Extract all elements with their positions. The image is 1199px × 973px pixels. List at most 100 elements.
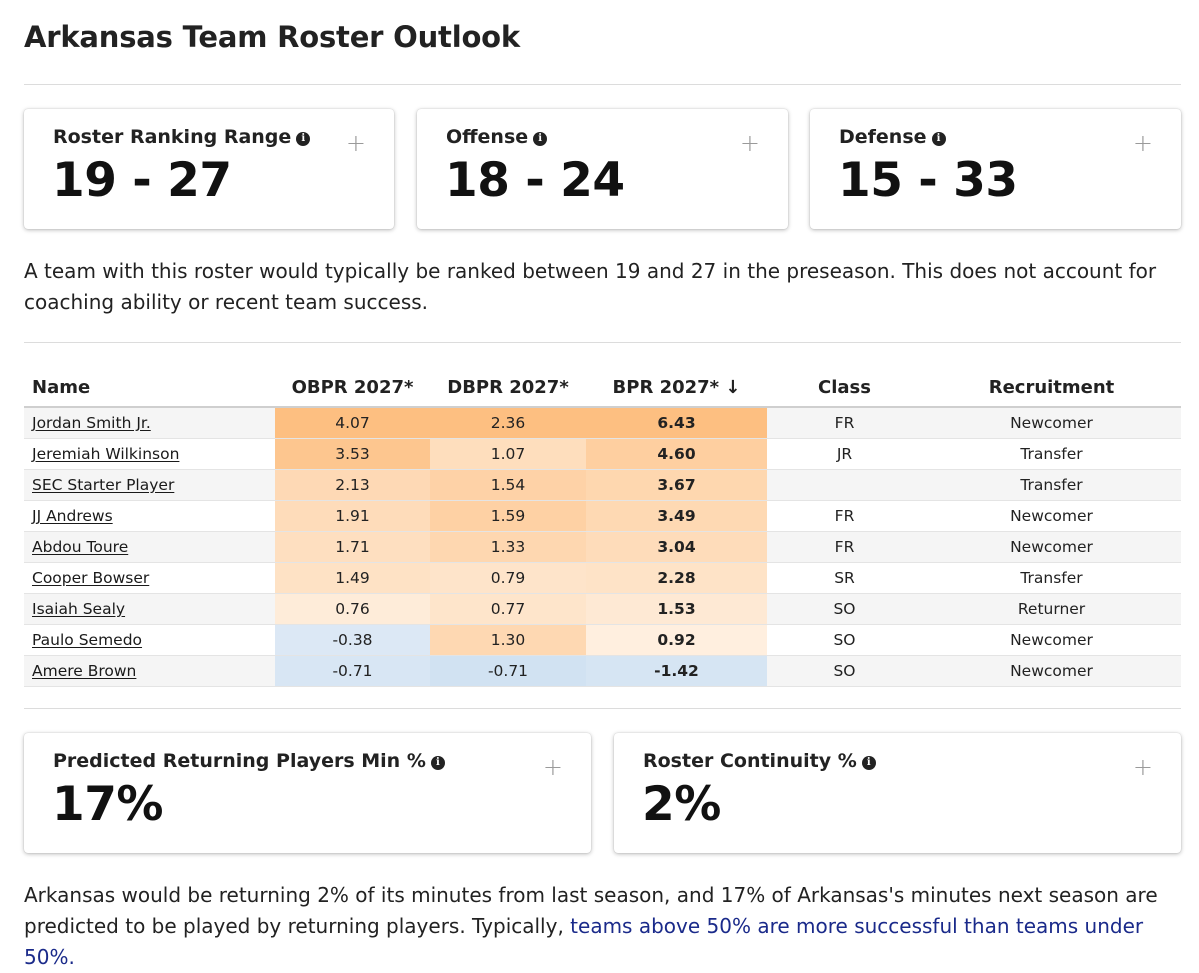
player-name-link[interactable]: Cooper Bowser: [32, 569, 150, 587]
table-row: Paulo Semedo -0.38 1.30 0.92 SO Newcomer: [24, 624, 1181, 656]
info-icon[interactable]: i: [861, 756, 876, 770]
recruitment-cell: Returner: [922, 593, 1181, 625]
returning-minutes-title: Predicted Returning Players Min % i: [53, 750, 445, 772]
class-cell: [767, 469, 922, 501]
obpr-cell: 4.07: [275, 407, 430, 439]
obpr-cell: 1.49: [275, 562, 430, 594]
dbpr-cell: 1.07: [430, 438, 586, 470]
player-name-cell: Paulo Semedo: [24, 624, 275, 656]
recruitment-cell: Transfer: [922, 469, 1181, 501]
offense-title: Offense i: [446, 126, 548, 148]
offense-value: 18 - 24: [445, 153, 625, 208]
player-name-link[interactable]: Jordan Smith Jr.: [32, 414, 151, 432]
table-row: Amere Brown -0.71 -0.71 -1.42 SO Newcomer: [24, 655, 1181, 687]
plus-icon[interactable]: +: [739, 129, 760, 157]
dbpr-cell: 1.59: [430, 500, 586, 532]
class-cell: SR: [767, 562, 922, 594]
table-row: Isaiah Sealy 0.76 0.77 1.53 SO Returner: [24, 593, 1181, 625]
obpr-cell: 2.13: [275, 469, 430, 501]
roster-table: Name OBPR 2027* DBPR 2027* BPR 2027* ↓ C…: [24, 368, 1181, 687]
recruitment-cell: Transfer: [922, 438, 1181, 470]
table-row: Abdou Toure 1.71 1.33 3.04 FR Newcomer: [24, 531, 1181, 563]
column-header-bpr[interactable]: BPR 2027* ↓: [586, 368, 767, 408]
class-cell: JR: [767, 438, 922, 470]
class-cell: SO: [767, 593, 922, 625]
divider: [24, 708, 1181, 709]
bpr-cell: 4.60: [586, 438, 767, 470]
bpr-cell: 3.04: [586, 531, 767, 563]
divider: [24, 342, 1181, 343]
column-header-class[interactable]: Class: [767, 368, 922, 408]
roster-ranking-card: Roster Ranking Range i 19 - 27 +: [24, 109, 394, 229]
obpr-cell: -0.38: [275, 624, 430, 656]
column-header-name[interactable]: Name: [24, 368, 275, 408]
column-header-obpr[interactable]: OBPR 2027*: [275, 368, 430, 408]
roster-ranking-value: 19 - 27: [52, 153, 232, 208]
player-name-link[interactable]: JJ Andrews: [32, 507, 113, 525]
table-row: SEC Starter Player 2.13 1.54 3.67 Transfer: [24, 469, 1181, 501]
defense-card: Defense i 15 - 33 +: [810, 109, 1181, 229]
dbpr-cell: 2.36: [430, 407, 586, 439]
bpr-cell: 3.67: [586, 469, 767, 501]
recruitment-cell: Newcomer: [922, 655, 1181, 687]
dbpr-cell: 0.79: [430, 562, 586, 594]
player-name-link[interactable]: Amere Brown: [32, 662, 137, 680]
dbpr-cell: 1.54: [430, 469, 586, 501]
roster-continuity-card: Roster Continuity % i 2% +: [614, 733, 1181, 853]
divider: [24, 84, 1181, 85]
dbpr-cell: 0.77: [430, 593, 586, 625]
info-icon[interactable]: i: [931, 132, 946, 146]
player-name-cell: JJ Andrews: [24, 500, 275, 532]
player-name-cell: Jeremiah Wilkinson: [24, 438, 275, 470]
obpr-cell: 1.71: [275, 531, 430, 563]
player-name-link[interactable]: Paulo Semedo: [32, 631, 143, 649]
player-name-link[interactable]: Abdou Toure: [32, 538, 129, 556]
player-name-cell: SEC Starter Player: [24, 469, 275, 501]
ranking-description: A team with this roster would typically …: [24, 259, 1157, 314]
roster-ranking-title: Roster Ranking Range i: [53, 126, 311, 148]
continuity-description: Arkansas would be returning 2% of its mi…: [24, 883, 1158, 969]
player-name-link[interactable]: Jeremiah Wilkinson: [32, 445, 180, 463]
table-row: Jeremiah Wilkinson 3.53 1.07 4.60 JR Transfer: [24, 438, 1181, 470]
defense-title: Defense i: [839, 126, 946, 148]
class-cell: FR: [767, 531, 922, 563]
info-icon[interactable]: i: [296, 132, 311, 146]
page-title: Arkansas Team Roster Outlook: [24, 20, 520, 54]
player-name-cell: Abdou Toure: [24, 531, 275, 563]
plus-icon[interactable]: +: [542, 753, 563, 781]
class-cell: FR: [767, 500, 922, 532]
recruitment-cell: Newcomer: [922, 531, 1181, 563]
player-name-cell: Isaiah Sealy: [24, 593, 275, 625]
bpr-cell: 2.28: [586, 562, 767, 594]
bpr-cell: -1.42: [586, 655, 767, 687]
returning-minutes-value: 17%: [52, 777, 164, 832]
bpr-cell: 3.49: [586, 500, 767, 532]
table-row: Jordan Smith Jr. 4.07 2.36 6.43 FR Newcomer: [24, 407, 1181, 439]
obpr-cell: 0.76: [275, 593, 430, 625]
class-cell: SO: [767, 655, 922, 687]
table-header-row: Name OBPR 2027* DBPR 2027* BPR 2027* ↓ C…: [24, 368, 1181, 408]
info-icon[interactable]: i: [430, 756, 445, 770]
recruitment-cell: Newcomer: [922, 500, 1181, 532]
info-icon[interactable]: i: [533, 132, 548, 146]
class-cell: SO: [767, 624, 922, 656]
offense-card: Offense i 18 - 24 +: [417, 109, 788, 229]
dbpr-cell: 1.33: [430, 531, 586, 563]
player-name-cell: Jordan Smith Jr.: [24, 407, 275, 439]
player-name-link[interactable]: Isaiah Sealy: [32, 600, 126, 618]
plus-icon[interactable]: +: [345, 129, 366, 157]
dbpr-cell: -0.71: [430, 655, 586, 687]
player-name-link[interactable]: SEC Starter Player: [32, 476, 175, 494]
obpr-cell: 3.53: [275, 438, 430, 470]
column-header-dbpr[interactable]: DBPR 2027*: [430, 368, 586, 408]
class-cell: FR: [767, 407, 922, 439]
table-row: Cooper Bowser 1.49 0.79 2.28 SR Transfer: [24, 562, 1181, 594]
returning-minutes-card: Predicted Returning Players Min % i 17% +: [24, 733, 591, 853]
plus-icon[interactable]: +: [1132, 129, 1153, 157]
bpr-cell: 6.43: [586, 407, 767, 439]
dbpr-cell: 1.30: [430, 624, 586, 656]
plus-icon[interactable]: +: [1132, 753, 1153, 781]
table-row: JJ Andrews 1.91 1.59 3.49 FR Newcomer: [24, 500, 1181, 532]
column-header-recruitment[interactable]: Recruitment: [922, 368, 1181, 408]
